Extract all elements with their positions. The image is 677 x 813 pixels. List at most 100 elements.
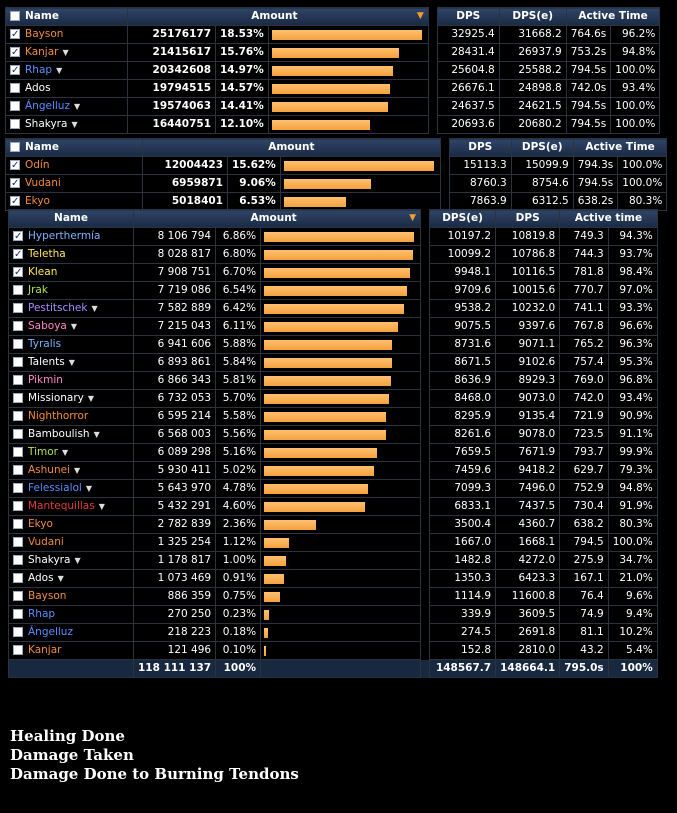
dropdown-triangle-icon[interactable]: ▼ — [93, 430, 100, 439]
player-name-cell[interactable]: Rhap — [8, 605, 134, 624]
dropdown-triangle-icon[interactable]: ▼ — [62, 48, 69, 57]
player-name-cell[interactable]: Timor ▼ — [8, 443, 134, 462]
checkbox-icon[interactable] — [10, 45, 20, 61]
checkbox-icon[interactable] — [13, 609, 23, 619]
player-name-cell[interactable]: Ekyo — [8, 515, 134, 534]
dropdown-triangle-icon[interactable]: ▼ — [71, 120, 78, 129]
checkbox-icon[interactable] — [10, 63, 20, 79]
checkbox-icon[interactable] — [13, 339, 23, 349]
player-name-cell[interactable]: Hyperthermía — [8, 227, 134, 246]
player-name-cell[interactable]: Ángelluz ▼ — [5, 97, 128, 116]
dropdown-triangle-icon[interactable]: ▼ — [70, 322, 77, 331]
table-row[interactable]: Vudani 1 325 254 1.12% 1667.0 1668.1 794.5 100… — [8, 533, 658, 552]
table-row[interactable]: Kanjar 121 496 0.10% 152.8 2810.0 43.2 5.4% — [8, 641, 658, 660]
player-name-cell[interactable]: Jrak — [8, 281, 134, 300]
dropdown-triangle-icon[interactable]: ▼ — [87, 394, 95, 403]
checkbox-icon[interactable] — [13, 447, 23, 457]
checkbox-icon[interactable] — [13, 393, 23, 403]
player-name-cell[interactable]: Kanjar▼ — [5, 43, 128, 62]
table-row[interactable]: Bayson 886 359 0.75% 1114.9 11600.8 76.4 9.6% — [8, 587, 658, 606]
active-time-header[interactable]: Active Time — [572, 138, 668, 157]
player-name-cell[interactable]: Felessialol ▼ — [8, 479, 134, 498]
dropdown-triangle-icon[interactable]: ▼ — [73, 102, 81, 111]
table-row[interactable]: Ados 19794515 14.57% 26676.1 24898.8 742.0s 93… — [5, 79, 661, 98]
player-name-cell[interactable]: Ashunei ▼ — [8, 461, 134, 480]
table-row[interactable]: Shakyra ▼ 16440751 12.10% 20693.6 20680.2 794.… — [5, 115, 661, 134]
select-all-header[interactable]: Name — [5, 138, 143, 157]
table-row[interactable]: Ángelluz ▼ 19574063 14.41% 24637.5 24621.5 794… — [5, 97, 661, 116]
checkbox-icon[interactable] — [10, 11, 20, 21]
table-row[interactable]: Timor ▼ 6 089 298 5.16% 7659.5 7671.9 793.7 99.… — [8, 443, 658, 462]
player-name-cell[interactable]: Kanjar — [8, 641, 134, 660]
player-name-cell[interactable]: Odín — [5, 156, 143, 175]
table-row[interactable]: Ekyo 2 782 839 2.36% 3500.4 4360.7 638.2 80.3% — [8, 515, 658, 534]
dropdown-triangle-icon[interactable]: ▼ — [74, 556, 81, 565]
checkbox-icon[interactable] — [13, 247, 23, 263]
checkbox-icon[interactable] — [13, 573, 23, 583]
dropdown-triangle-icon[interactable]: ▼ — [56, 66, 63, 75]
table-row[interactable]: Ángelluz 218 223 0.18% 274.5 2691.8 81.1 10.2% — [8, 623, 658, 642]
checkbox-icon[interactable] — [10, 194, 20, 210]
table-row[interactable]: Missionary ▼ 6 732 053 5.70% 8468.0 9073.0 742… — [8, 389, 658, 408]
checkbox-icon[interactable] — [13, 465, 23, 475]
player-name-cell[interactable]: Vudani — [8, 533, 134, 552]
player-name-cell[interactable]: Vudani — [5, 174, 143, 193]
active-time-header[interactable]: Active Time — [565, 7, 661, 26]
dpse-header[interactable]: DPS(e) — [429, 209, 497, 228]
checkbox-icon[interactable] — [10, 83, 20, 93]
player-name-cell[interactable]: Shakyra ▼ — [8, 551, 134, 570]
table-row[interactable]: Ashunei ▼ 5 930 411 5.02% 7459.6 9418.2 629.7 7… — [8, 461, 658, 480]
table-row[interactable]: Shakyra ▼ 1 178 817 1.00% 1482.8 4272.0 275.9 3… — [8, 551, 658, 570]
player-name-cell[interactable]: Bayson — [5, 25, 128, 44]
checkbox-icon[interactable] — [13, 375, 23, 385]
player-name-cell[interactable]: Bayson — [8, 587, 134, 606]
checkbox-icon[interactable] — [13, 229, 23, 245]
player-name-cell[interactable]: Shakyra ▼ — [5, 115, 128, 134]
player-name-cell[interactable]: Ángelluz — [8, 623, 134, 642]
active-time-header[interactable]: Active time — [559, 209, 658, 228]
player-name-cell[interactable]: Mantequillas ▼ — [8, 497, 134, 516]
player-name-cell[interactable]: Pestitschek ▼ — [8, 299, 134, 318]
table-row[interactable]: Ados ▼ 1 073 469 0.91% 1350.3 6423.3 167.1 21.0… — [8, 569, 658, 588]
checkbox-icon[interactable] — [10, 27, 20, 43]
checkbox-icon[interactable] — [10, 142, 20, 152]
checkbox-icon[interactable] — [13, 501, 23, 511]
dpse-header[interactable]: DPS(e) — [510, 138, 574, 157]
table-row[interactable]: Saboya ▼ 7 215 043 6.11% 9075.5 9397.6 767.8 96… — [8, 317, 658, 336]
table-row[interactable]: Pikmin 6 866 343 5.81% 8636.9 8929.3 769.0 96.… — [8, 371, 658, 390]
checkbox-icon[interactable] — [13, 303, 23, 313]
table-row[interactable]: Rhap▼2034260814.97%25604.825588.2794.5s1… — [5, 61, 661, 80]
player-name-cell[interactable]: Ados — [5, 79, 128, 98]
checkbox-icon[interactable] — [10, 176, 20, 192]
checkbox-icon[interactable] — [13, 645, 23, 655]
table-row[interactable]: Pestitschek ▼ 7 582 889 6.42% 9538.2 10232.0 7… — [8, 299, 658, 318]
dropdown-triangle-icon[interactable]: ▼ — [98, 502, 105, 511]
table-row[interactable]: Bamboulish ▼ 6 568 003 5.56% 8261.6 9078.0 723… — [8, 425, 658, 444]
amount-header[interactable]: Amount ▼ — [127, 7, 429, 26]
player-name-cell[interactable]: Tyralis — [8, 335, 134, 354]
player-name-cell[interactable]: Talents ▼ — [8, 353, 134, 372]
amount-header[interactable]: Amount ▼ — [132, 209, 422, 228]
checkbox-icon[interactable] — [13, 483, 23, 493]
checkbox-icon[interactable] — [10, 158, 20, 174]
checkbox-icon[interactable] — [13, 555, 23, 565]
dropdown-triangle-icon[interactable]: ▼ — [68, 358, 75, 367]
player-name-cell[interactable]: Klean — [8, 263, 134, 282]
dps-header[interactable]: DPS — [448, 138, 512, 157]
table-row[interactable]: Mantequillas ▼ 5 432 291 4.60% 6833.1 7437.5 7… — [8, 497, 658, 516]
checkbox-icon[interactable] — [13, 429, 23, 439]
dpse-header[interactable]: DPS(e) — [498, 7, 567, 26]
checkbox-icon[interactable] — [13, 285, 23, 295]
checkbox-icon[interactable] — [10, 119, 20, 129]
player-name-cell[interactable]: Ados ▼ — [8, 569, 134, 588]
table-row[interactable]: Tyralis 6 941 606 5.88% 8731.6 9071.1 765.2 96… — [8, 335, 658, 354]
checkbox-icon[interactable] — [13, 357, 23, 367]
player-name-cell[interactable]: Teletha — [8, 245, 134, 264]
dps-header[interactable]: DPS — [495, 209, 561, 228]
table-row[interactable]: Nighthorror 6 595 214 5.58% 8295.9 9135.4 721… — [8, 407, 658, 426]
dropdown-triangle-icon[interactable]: ▼ — [57, 574, 64, 583]
dps-header[interactable]: DPS — [436, 7, 500, 26]
